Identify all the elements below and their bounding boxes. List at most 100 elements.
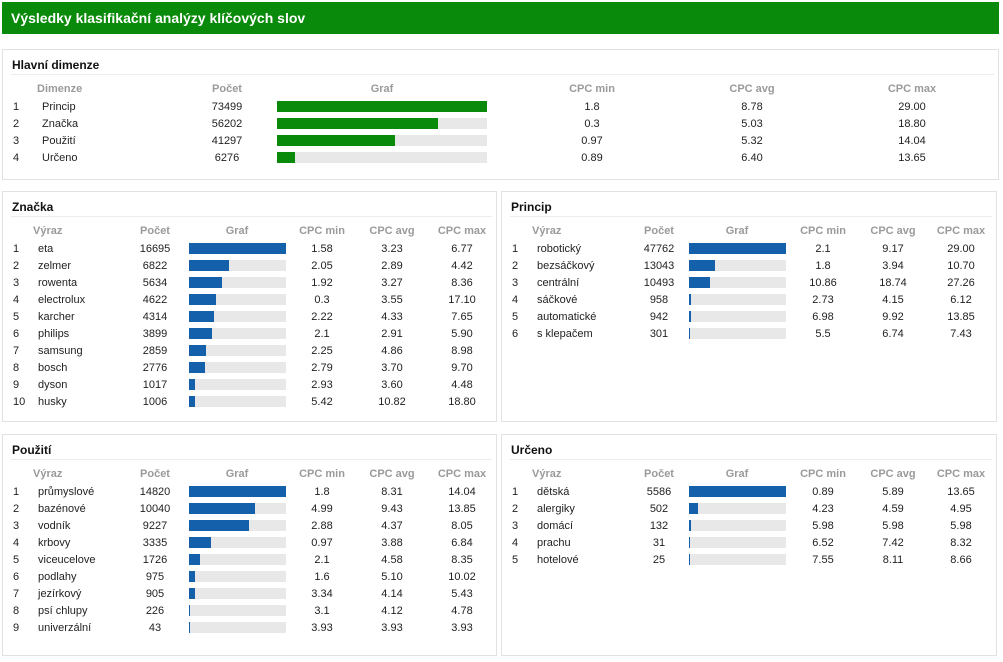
bar-fill [689,277,710,288]
table-row: 10 husky 1006 5.42 10.82 18.80 [11,393,497,410]
bar-track [689,503,786,514]
row-index: 1 [510,483,532,500]
row-count: 958 [632,291,686,308]
col-cpc-max-header: CPC max [427,464,497,483]
row-cpc-max: 14.04 [427,483,497,500]
row-cpc-avg: 2.91 [357,325,427,342]
bar-track [189,588,286,599]
bar-track [689,243,786,254]
bar-fill [189,362,205,373]
row-cpc-avg: 9.43 [357,500,427,517]
row-cpc-min: 3.93 [287,619,357,636]
table-row: 2 zelmer 6822 2.05 2.89 4.42 [11,257,497,274]
bar-fill [189,379,195,390]
row-cpc-avg: 8.78 [697,98,807,115]
divider [11,74,994,75]
bar-track [189,362,286,373]
bar-fill [189,243,286,254]
bar-fill [189,588,195,599]
bar-fill [689,311,691,322]
row-cpc-max: 8.66 [928,551,994,568]
row-cpc-max: 5.43 [427,585,497,602]
panel-title: Použití [12,443,51,457]
row-cpc-max: 29.00 [807,98,1003,115]
row-index: 7 [11,342,33,359]
col-cpc-min-header: CPC min [287,464,357,483]
bar-fill [189,260,229,271]
bar-fill [189,605,190,616]
table-row: 5 karcher 4314 2.22 4.33 7.65 [11,308,497,325]
row-cpc-avg: 4.58 [357,551,427,568]
table-row: 5 viceucelove 1726 2.1 4.58 8.35 [11,551,497,568]
row-count: 5586 [632,483,686,500]
row-count: 41297 [177,132,277,149]
row-cpc-max: 8.35 [427,551,497,568]
col-cpc-min-header: CPC min [487,79,697,98]
row-graph [187,483,287,500]
row-cpc-min: 5.98 [788,517,858,534]
col-index-header [510,464,532,483]
row-count: 43 [123,619,187,636]
table-row: 7 samsung 2859 2.25 4.86 8.98 [11,342,497,359]
row-term: prachu [532,534,632,551]
row-count: 1017 [123,376,187,393]
row-cpc-min: 2.1 [287,325,357,342]
row-index: 4 [510,291,532,308]
bar-track [277,135,487,146]
row-index: 10 [11,393,33,410]
col-graph-header: Graf [686,221,788,240]
row-cpc-max: 8.36 [427,274,497,291]
row-index: 2 [510,500,532,517]
table-row: 4 sáčkové 958 2.73 4.15 6.12 [510,291,994,308]
row-index: 9 [11,619,33,636]
row-graph [187,257,287,274]
row-graph [187,325,287,342]
page-title: Výsledky klasifikační analýzy klíčových … [2,2,999,34]
row-index: 5 [11,551,33,568]
row-count: 4314 [123,308,187,325]
table-row: 1 dětská 5586 0.89 5.89 13.65 [510,483,994,500]
row-term: karcher [33,308,123,325]
row-graph [187,534,287,551]
bar-fill [189,345,206,356]
bar-track [189,260,286,271]
row-graph [277,98,487,115]
row-cpc-avg: 5.32 [697,132,807,149]
row-graph [187,274,287,291]
table-row: 6 podlahy 975 1.6 5.10 10.02 [11,568,497,585]
row-term: hotelové [532,551,632,568]
row-graph [187,500,287,517]
row-count: 975 [123,568,187,585]
panel-title: Hlavní dimenze [12,58,99,72]
bar-fill [189,311,214,322]
col-cpc-avg-header: CPC avg [858,221,928,240]
row-cpc-max: 29.00 [928,240,994,257]
row-cpc-min: 2.25 [287,342,357,359]
table-row: 8 bosch 2776 2.79 3.70 9.70 [11,359,497,376]
row-term: dyson [33,376,123,393]
panel-title: Princip [511,200,552,214]
panel-pouziti: Použití Výraz Počet Graf CPC min CPC avg CPC … [2,434,497,656]
table-row: 2 bezsáčkový 13043 1.8 3.94 10.70 [510,257,994,274]
row-index: 2 [11,257,33,274]
table-znacka: Výraz Počet Graf CPC min CPC avg CPC max 1 eta 1… [11,221,497,410]
bar-track [189,571,286,582]
row-index: 9 [11,376,33,393]
row-term: s klepačem [532,325,632,342]
table-row: 5 hotelové 25 7.55 8.11 8.66 [510,551,994,568]
divider [510,216,992,217]
row-graph [187,517,287,534]
table-row: 2 bazénové 10040 4.99 9.43 13.85 [11,500,497,517]
row-cpc-min: 0.89 [788,483,858,500]
row-cpc-min: 2.79 [287,359,357,376]
row-term: sáčkové [532,291,632,308]
row-cpc-avg: 7.42 [858,534,928,551]
bar-track [189,311,286,322]
row-cpc-min: 2.1 [788,240,858,257]
row-cpc-max: 6.84 [427,534,497,551]
bar-fill [189,571,195,582]
table-row: 4 electrolux 4622 0.3 3.55 17.10 [11,291,497,308]
row-index: 1 [11,240,33,257]
row-cpc-max: 13.85 [427,500,497,517]
table-row: 4 Určeno 6276 0.89 6.40 13.65 [11,149,1003,166]
